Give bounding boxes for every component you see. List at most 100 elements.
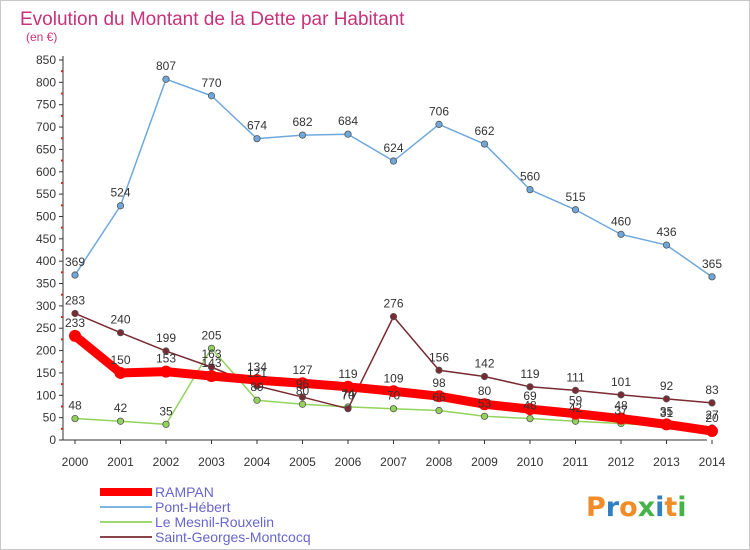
data-point [298,400,307,408]
data-label: 706 [429,104,449,118]
data-label: 83 [705,383,719,397]
data-point [207,344,216,352]
data-label: 92 [660,379,674,393]
x-tick-label: 2000 [62,455,89,469]
data-label: 205 [201,328,221,342]
data-label: 142 [474,357,494,371]
data-label: 48 [614,399,628,413]
data-label: 74 [341,387,355,401]
data-point [526,383,534,391]
data-label: 20 [705,411,719,425]
y-minor-tick [61,338,63,341]
y-minor-tick [61,159,63,162]
y-tick-label: 500 [36,209,56,223]
data-label: 35 [660,404,674,418]
data-point [615,412,627,425]
data-point [387,385,400,398]
data-label: 770 [201,76,221,90]
y-tick-label: 300 [36,299,56,313]
data-point [162,420,170,428]
logo-letter: i [677,492,686,523]
data-point [116,202,125,210]
legend-label: Saint-Georges-Montcocq [155,529,311,545]
proxiti-logo: Proxiti [586,492,687,523]
data-point [71,309,79,318]
y-minor-tick [61,249,63,251]
x-tick-label: 2008 [426,455,453,469]
x-tick-label: 2009 [471,455,498,469]
data-label: 662 [474,124,494,138]
data-point [708,399,716,407]
y-tick-label: 0 [49,433,56,447]
data-point [389,313,398,321]
legend-label: Pont-Hébert [155,499,231,515]
legend-label: RAMPAN [155,484,214,500]
data-point [71,414,79,423]
data-point [298,393,307,401]
x-tick-label: 2003 [198,455,225,469]
data-label: 59 [569,394,583,408]
y-minor-tick [61,405,63,408]
x-tick-label: 2006 [335,455,362,469]
data-point [344,130,352,138]
data-label: 42 [569,401,583,415]
data-label: 80 [478,384,492,398]
data-label: 96 [296,377,310,391]
x-tick-label: 2007 [380,455,407,469]
y-tick-label: 250 [36,321,56,335]
data-point [253,135,261,143]
data-label: 121 [247,366,267,380]
data-label: 436 [656,225,676,239]
series-le-mesnil-rouxelin [71,344,716,432]
data-label: 119 [520,367,539,381]
series-pont-h-bert [71,75,716,281]
data-point [253,396,261,404]
y-minor-tick [61,137,63,140]
data-point [571,206,580,214]
data-point [617,230,625,238]
data-point [389,157,398,165]
data-label: 127 [292,363,312,377]
data-point [435,406,443,415]
data-label: 153 [156,352,176,366]
data-point [480,372,489,381]
series-rampan [69,329,718,438]
y-tick-label: 200 [36,344,56,358]
y-minor-tick [61,181,63,184]
y-minor-tick [61,70,63,73]
data-point [162,347,170,355]
logo-letter: x [638,492,655,523]
data-point [526,186,534,194]
data-point [480,140,489,148]
data-point [251,374,263,387]
data-label: 674 [247,119,267,133]
data-point [162,75,170,83]
data-label: 80 [296,384,310,398]
y-minor-tick [61,92,63,95]
data-point [342,380,354,393]
data-point [205,370,218,383]
y-tick-label: 50 [43,411,57,425]
y-tick-label: 550 [36,187,56,201]
data-point [706,425,718,438]
data-point [708,273,716,281]
data-point [571,386,580,394]
y-tick-label: 750 [36,98,56,112]
logo-letter: t [664,492,677,523]
series-layer [69,75,718,438]
data-label: 156 [429,350,449,364]
data-label: 89 [250,380,264,394]
data-label: 37 [614,403,628,417]
data-point [617,391,625,399]
data-point [114,366,127,379]
data-label: 199 [156,331,176,345]
y-minor-tick [61,204,63,207]
y-minor-tick [61,293,63,296]
y-minor-tick [61,271,63,274]
data-label: 624 [383,141,403,155]
data-label: 53 [478,396,492,410]
data-label: 276 [383,297,403,311]
data-point [569,407,582,420]
x-tick-label: 2002 [153,455,180,469]
